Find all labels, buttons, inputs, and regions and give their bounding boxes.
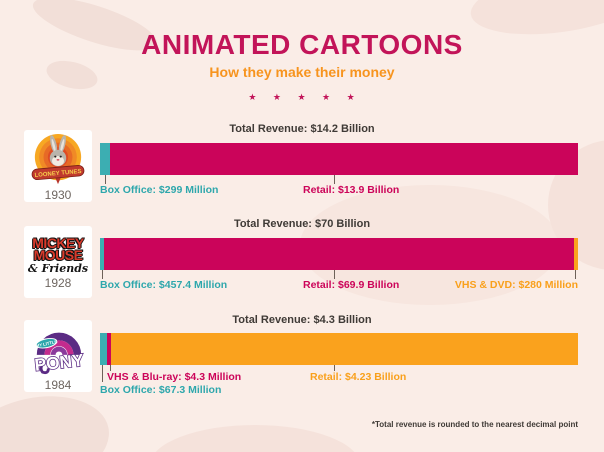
tick-mark <box>102 365 103 382</box>
bar-segment-box-office <box>100 333 107 365</box>
bar-segment-retail <box>110 143 578 175</box>
tick-mark <box>334 175 335 184</box>
bar-segment-retail <box>104 238 574 270</box>
revenue-bar-my-little-pony <box>100 333 578 365</box>
bar-segment-retail <box>111 333 578 365</box>
pony-logo-big-text: PONY <box>34 350 85 375</box>
mickey-logo-line3: & Friends <box>27 262 89 275</box>
bar-segment-box-office <box>100 238 104 270</box>
revenue-bar-looney-tunes <box>100 143 578 175</box>
page-title: ANIMATED CARTOONS <box>141 29 463 60</box>
tick-mark <box>102 270 103 279</box>
segment-label-vhs-dvd: VHS & DVD: $280 Million <box>454 279 578 291</box>
revenue-bar-mickey-mouse <box>100 238 578 270</box>
bar-segment-box-office <box>100 143 110 175</box>
franchise-year: 1930 <box>44 188 72 202</box>
segment-label-vhs-bluray: VHS & Blu-ray: $4.3 Million <box>107 371 242 383</box>
tick-mark <box>575 270 576 279</box>
tick-mark <box>110 365 111 371</box>
background-blob <box>150 425 360 452</box>
logo-card-looney-tunes: LOONEY TUNES 1930 <box>24 130 92 202</box>
tick-mark <box>105 175 106 184</box>
franchise-year: 1984 <box>44 378 72 392</box>
footnote: *Total revenue is rounded to the nearest… <box>371 420 578 429</box>
segment-label-retail: Retail: $4.23 Billion <box>310 371 407 383</box>
mickey-logo-line2: MOUSE <box>33 247 83 263</box>
my-little-pony-logo-icon: PONY MY LITTLE <box>33 332 86 376</box>
logo-card-my-little-pony: PONY MY LITTLE 1984 <box>24 320 92 392</box>
page-subtitle: How they make their money <box>209 64 395 80</box>
segment-label-retail: Retail: $13.9 Billion <box>303 184 400 196</box>
tick-mark <box>334 270 335 279</box>
segment-label-retail: Retail: $69.9 Billion <box>303 279 400 291</box>
franchise-year: 1928 <box>44 276 72 290</box>
total-revenue-label: Total Revenue: $4.3 Billion <box>232 314 372 326</box>
mickey-logo-line1: MICKEY <box>32 235 84 251</box>
logo-card-mickey-mouse: MICKEY MOUSE & Friends 1928 <box>24 226 92 298</box>
tick-mark <box>334 365 335 371</box>
segment-label-box-office: Box Office: $457.4 Million <box>100 279 228 291</box>
total-revenue-label: Total Revenue: $14.2 Billion <box>229 123 375 135</box>
bar-segment-vhs-blu-ray <box>107 333 111 365</box>
bar-segment-vhs-dvd <box>574 238 578 270</box>
looney-tunes-logo-icon: LOONEY TUNES <box>31 133 85 185</box>
star-divider-icon: ★ ★ ★ ★ ★ <box>248 92 362 102</box>
total-revenue-label: Total Revenue: $70 Billion <box>233 218 371 230</box>
mickey-mouse-logo-icon: MICKEY MOUSE & Friends <box>27 235 89 275</box>
segment-label-box-office: Box Office: $67.3 Million <box>100 384 222 396</box>
segment-label-box-office: Box Office: $299 Million <box>100 184 219 196</box>
looney-tunes-banner-text: LOONEY TUNES <box>34 169 81 179</box>
pony-logo-small-text: MY LITTLE <box>35 339 58 348</box>
